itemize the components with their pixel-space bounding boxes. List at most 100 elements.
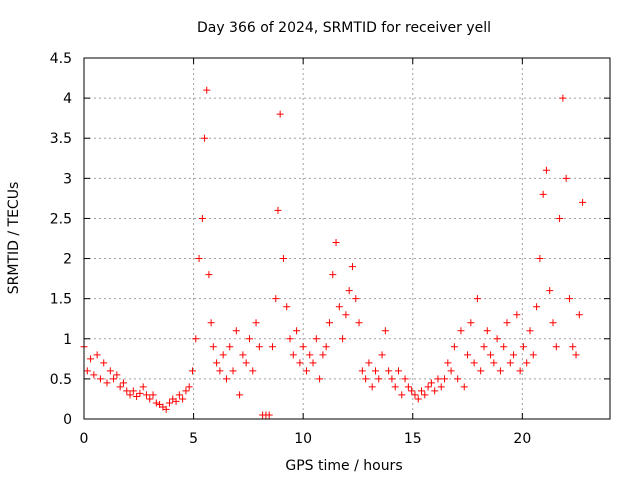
data-point bbox=[198, 214, 206, 222]
data-points bbox=[80, 86, 587, 419]
data-point bbox=[447, 367, 455, 375]
data-point bbox=[255, 343, 263, 351]
data-point bbox=[185, 383, 193, 391]
data-point bbox=[312, 335, 320, 343]
data-point bbox=[236, 391, 244, 399]
data-point bbox=[565, 295, 573, 303]
data-point bbox=[398, 391, 406, 399]
data-point bbox=[533, 303, 541, 311]
data-point bbox=[283, 303, 291, 311]
data-point bbox=[348, 263, 356, 271]
data-point bbox=[100, 359, 108, 367]
data-point bbox=[467, 319, 475, 327]
y-axis-label: SRMTID / TECUs bbox=[6, 182, 22, 295]
data-point bbox=[306, 351, 314, 359]
data-point bbox=[182, 387, 190, 395]
y-tick-label: 4.5 bbox=[50, 51, 72, 67]
data-point bbox=[229, 367, 237, 375]
data-point bbox=[381, 327, 389, 335]
data-point bbox=[252, 319, 260, 327]
data-point bbox=[188, 367, 196, 375]
data-point bbox=[272, 295, 280, 303]
data-point bbox=[365, 359, 373, 367]
y-tick-label: 0.5 bbox=[50, 372, 72, 388]
x-tick-label: 20 bbox=[513, 431, 531, 447]
data-point bbox=[378, 351, 386, 359]
data-point bbox=[165, 399, 173, 407]
data-point bbox=[546, 287, 554, 295]
y-tick-label: 2 bbox=[63, 252, 72, 268]
data-point bbox=[562, 174, 570, 182]
data-point bbox=[96, 375, 104, 383]
data-point bbox=[276, 110, 284, 118]
data-point bbox=[279, 255, 287, 263]
data-point bbox=[427, 379, 435, 387]
data-point bbox=[355, 319, 363, 327]
y-tick-label: 0 bbox=[63, 412, 72, 428]
data-point bbox=[552, 343, 560, 351]
data-point bbox=[332, 239, 340, 247]
y-tick-label: 3 bbox=[63, 171, 72, 187]
data-point bbox=[335, 303, 343, 311]
data-point bbox=[395, 367, 403, 375]
data-point bbox=[293, 327, 301, 335]
data-point bbox=[296, 359, 304, 367]
data-point bbox=[302, 367, 310, 375]
data-point bbox=[195, 255, 203, 263]
data-point bbox=[542, 166, 550, 174]
data-point bbox=[480, 343, 488, 351]
data-point bbox=[232, 327, 240, 335]
data-point bbox=[464, 351, 472, 359]
data-point bbox=[450, 343, 458, 351]
data-point bbox=[119, 379, 127, 387]
y-tick-label: 2.5 bbox=[50, 211, 72, 227]
data-point bbox=[309, 359, 317, 367]
data-point bbox=[371, 367, 379, 375]
data-point bbox=[146, 395, 154, 403]
data-point bbox=[209, 343, 217, 351]
chart-title: Day 366 of 2024, SRMTID for receiver yel… bbox=[197, 20, 491, 36]
data-point bbox=[339, 335, 347, 343]
y-tick-label: 3.5 bbox=[50, 131, 72, 147]
data-point bbox=[139, 383, 147, 391]
data-point bbox=[437, 383, 445, 391]
data-point bbox=[226, 343, 234, 351]
data-point bbox=[503, 319, 511, 327]
data-point bbox=[205, 271, 213, 279]
data-point bbox=[556, 214, 564, 222]
data-point bbox=[90, 371, 98, 379]
data-point bbox=[219, 351, 227, 359]
data-point bbox=[526, 327, 534, 335]
data-point bbox=[368, 383, 376, 391]
data-point bbox=[375, 375, 383, 383]
data-point bbox=[203, 86, 211, 94]
x-tick-label: 5 bbox=[189, 431, 198, 447]
data-point bbox=[342, 311, 350, 319]
data-point bbox=[286, 335, 294, 343]
data-point bbox=[249, 367, 257, 375]
data-point bbox=[149, 391, 157, 399]
data-point bbox=[319, 351, 327, 359]
data-point bbox=[201, 134, 209, 142]
data-point bbox=[268, 343, 276, 351]
data-point bbox=[179, 395, 187, 403]
data-point bbox=[411, 391, 419, 399]
data-point bbox=[414, 395, 422, 403]
data-point bbox=[87, 355, 95, 363]
plot-frame bbox=[83, 57, 611, 420]
data-point bbox=[523, 359, 531, 367]
data-point bbox=[274, 206, 282, 214]
data-point bbox=[579, 198, 587, 206]
data-point bbox=[142, 391, 150, 399]
data-point bbox=[388, 375, 396, 383]
data-point bbox=[106, 367, 114, 375]
data-point bbox=[113, 371, 121, 379]
data-point bbox=[245, 335, 253, 343]
data-point bbox=[513, 311, 521, 319]
data-point bbox=[506, 359, 514, 367]
data-point bbox=[207, 319, 215, 327]
data-point bbox=[239, 351, 247, 359]
data-point bbox=[103, 379, 111, 387]
x-tick-label: 0 bbox=[80, 431, 89, 447]
data-point bbox=[404, 383, 412, 391]
